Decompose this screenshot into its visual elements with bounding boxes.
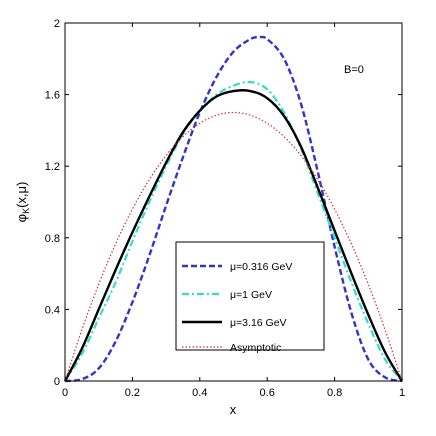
x-tick-label: 0.6 xyxy=(260,387,275,399)
legend-label-4: Asymptotic xyxy=(230,342,281,354)
series-line-3 xyxy=(63,89,404,382)
x-tick-label: 1 xyxy=(399,387,405,399)
x-tick-label: 0.4 xyxy=(192,387,207,399)
series-line-2 xyxy=(64,80,403,382)
x-tick-label: 0.8 xyxy=(327,387,342,399)
annotation-b0: B=0 xyxy=(344,64,364,76)
plot-frame xyxy=(64,22,403,382)
legend-entries: μ=0.316 GeV μ=1 GeV μ=3.16 GeV Asymptotic xyxy=(182,261,292,354)
y-axis-label-sub: K xyxy=(21,208,31,214)
y-tick-label: 0 xyxy=(54,376,60,388)
series-line-1 xyxy=(64,35,403,383)
y-tick-label: 2 xyxy=(54,18,60,30)
legend-label-2: μ=1 GeV xyxy=(230,289,272,301)
legend-box xyxy=(175,241,325,351)
y-tick-label: 0.8 xyxy=(45,233,60,245)
y-axis-label-main: φ xyxy=(14,214,29,222)
y-axis-label: φK(x,μ) xyxy=(14,182,31,223)
series-layer xyxy=(63,35,404,383)
y-tick-label: 0.4 xyxy=(45,304,60,316)
x-axis-label: x xyxy=(230,402,237,417)
legend: μ=0.316 GeV μ=1 GeV μ=3.16 GeV Asymptotic xyxy=(175,241,325,354)
ticks-layer: 0 0.2 0.4 0.6 0.8 1 0 0.4 0.8 1.2 1.6 2 xyxy=(45,18,405,399)
x-tick-label: 0.2 xyxy=(125,387,140,399)
legend-label-1: μ=0.316 GeV xyxy=(230,261,292,273)
y-tick-label: 1.6 xyxy=(45,90,60,102)
y-axis-label-rest: (x,μ) xyxy=(14,182,29,208)
legend-label-3: μ=3.16 GeV xyxy=(230,317,287,329)
x-tick-label: 0 xyxy=(62,387,68,399)
y-tick-label: 1.2 xyxy=(45,161,60,173)
series-line-4 xyxy=(64,111,403,382)
